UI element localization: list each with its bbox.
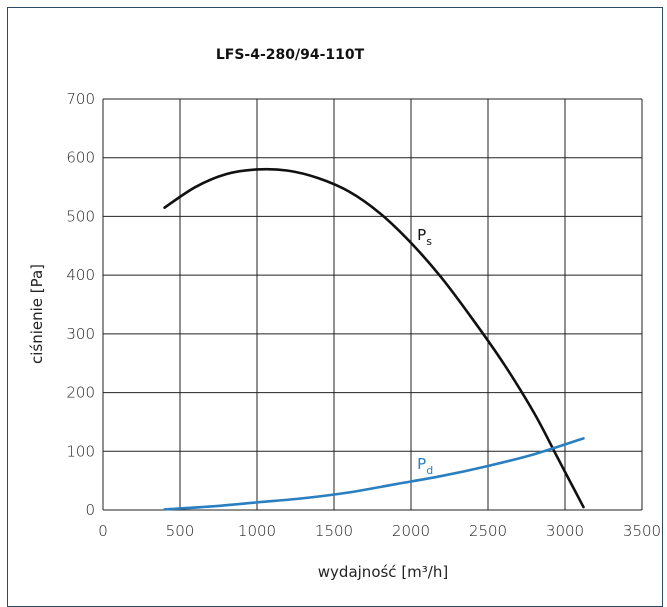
x-tick-label: 3500 xyxy=(623,522,661,540)
series-layer: Ps Pd xyxy=(163,167,585,511)
x-tick-label: 3000 xyxy=(546,522,584,540)
y-tick-label: 200 xyxy=(66,384,95,402)
y-tick-label: 700 xyxy=(66,90,95,108)
chart-title: LFS-4-280/94-110T xyxy=(216,47,365,63)
x-tick-label: 2500 xyxy=(469,522,507,540)
x-axis-ticks: 0 500 1000 1500 2000 2500 3000 3500 xyxy=(98,522,661,540)
x-tick-label: 0 xyxy=(98,522,108,540)
y-axis-label: ciśnienie [Pa] xyxy=(28,264,46,364)
chart-canvas: LFS-4-280/94-110T 0 500 1000 1500 2000 2500 30… xyxy=(28,47,661,581)
x-tick-label: 1000 xyxy=(238,522,276,540)
chart-frame: LFS-4-280/94-110T 0 500 1000 1500 2000 2500 30… xyxy=(7,7,663,607)
series-line-ps xyxy=(163,167,585,509)
y-tick-label: 600 xyxy=(66,149,95,167)
y-tick-label: 300 xyxy=(66,325,95,343)
series-line-pd xyxy=(163,437,585,511)
y-tick-label: 400 xyxy=(66,266,95,284)
x-tick-label: 1500 xyxy=(315,522,353,540)
x-tick-label: 2000 xyxy=(392,522,430,540)
y-axis-ticks: 0 100 200 300 400 500 600 700 xyxy=(66,90,95,519)
y-tick-label: 100 xyxy=(66,442,95,460)
x-tick-label: 500 xyxy=(166,522,195,540)
series-label-ps: Ps xyxy=(417,226,432,248)
grid xyxy=(102,98,643,511)
y-tick-label: 500 xyxy=(66,207,95,225)
x-axis-label: wydajność [m³/h] xyxy=(318,563,448,581)
y-tick-label: 0 xyxy=(85,501,95,519)
series-label-pd: Pd xyxy=(417,455,433,477)
